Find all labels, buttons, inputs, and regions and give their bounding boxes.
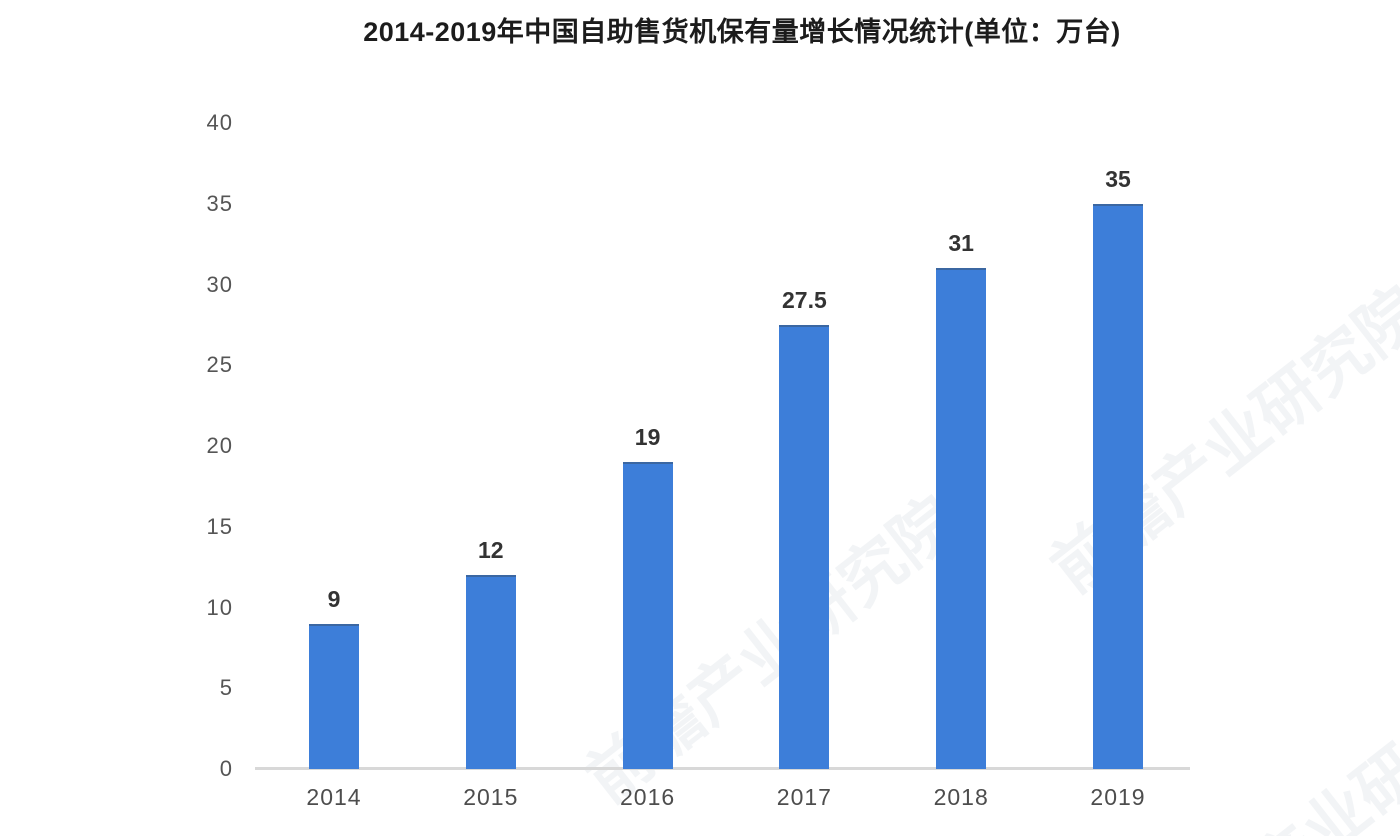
y-axis-tick-label: 30: [206, 271, 233, 297]
y-axis-tick-label: 5: [219, 675, 233, 701]
bar: [779, 324, 830, 769]
y-axis-tick-label: 15: [206, 513, 233, 539]
chart-title: 2014-2019年中国自助售货机保有量增长情况统计(单位：万台): [0, 10, 1400, 49]
chart-title-text: 2014-2019年中国自助售货机保有量增长情况统计(单位：万台): [363, 17, 1121, 47]
bar-value-label: 9: [327, 585, 341, 612]
y-axis-tick-label: 20: [206, 433, 233, 458]
y-axis-tick-label: 10: [206, 594, 233, 620]
x-axis-category-label: 2015: [463, 784, 519, 810]
x-axis-category-label: 2019: [1090, 784, 1146, 810]
y-axis-tick-label: 0: [219, 756, 233, 781]
bar: [465, 575, 516, 769]
x-axis-category-label: 2014: [306, 784, 362, 810]
bar-value-label: 12: [478, 537, 504, 564]
x-axis-category-label: 2018: [933, 784, 989, 810]
bar-value-label: 31: [948, 230, 974, 257]
y-axis-tick-label: 35: [206, 190, 233, 216]
bar: [936, 268, 987, 769]
x-axis-category-label: 2017: [776, 784, 832, 810]
bar-value-label: 35: [1105, 165, 1131, 192]
y-axis-tick-label: 25: [206, 352, 233, 378]
bar: [622, 462, 673, 769]
bar: [1093, 203, 1143, 769]
x-axis-line: [255, 767, 1190, 770]
bar-value-label: 27.5: [782, 286, 827, 313]
bar-value-label: 19: [634, 424, 661, 451]
x-axis-category-label: 2016: [620, 784, 676, 810]
y-axis-tick-label: 40: [206, 110, 233, 135]
bar: [309, 623, 359, 769]
